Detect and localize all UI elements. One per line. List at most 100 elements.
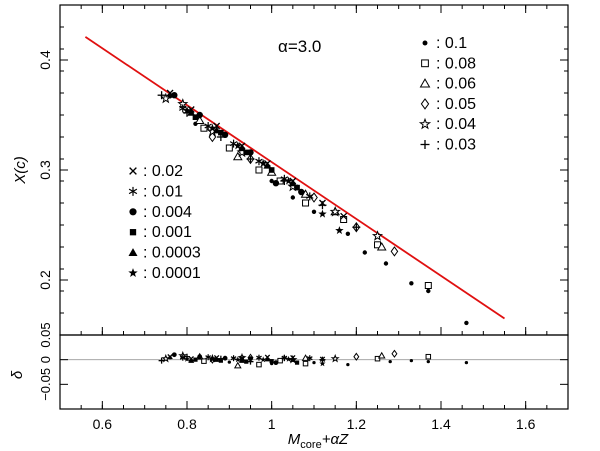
data-point-0_0003-1 bbox=[212, 126, 221, 134]
data-point-0_03-3 bbox=[246, 155, 255, 163]
residual-point-9-1 bbox=[218, 358, 223, 363]
legend-left-label-2: : 0.004 bbox=[143, 204, 192, 221]
residual-point-2-1 bbox=[233, 361, 242, 369]
y-tick-label-bottom-2: −0.05 bbox=[38, 368, 53, 401]
residual-point-11-1 bbox=[209, 355, 216, 362]
residual-point-0-6 bbox=[409, 359, 414, 363]
y-tick-label-top-1: 0.3 bbox=[37, 160, 53, 180]
alpha-annotation: α=3.0 bbox=[278, 37, 321, 56]
legend-left-label-1: : 0.01 bbox=[143, 183, 183, 200]
data-point-0_0003-4 bbox=[288, 179, 297, 187]
residual-point-0-1 bbox=[227, 360, 231, 364]
residual-point-0-4 bbox=[346, 362, 350, 367]
residual-point-1-0 bbox=[201, 358, 207, 364]
y-tick-label-bottom-0: 0.05 bbox=[38, 322, 53, 347]
residual-point-10-1 bbox=[213, 356, 220, 362]
data-point-0_0001-6 bbox=[335, 226, 344, 235]
legend-right-marker-4 bbox=[418, 117, 432, 130]
residual-point-7-0 bbox=[179, 354, 186, 361]
data-point-0_08-0 bbox=[200, 124, 208, 132]
data-point-0_004-4 bbox=[272, 180, 280, 187]
data-point-0_04-6 bbox=[371, 230, 384, 241]
legend-right-label-1: : 0.08 bbox=[436, 55, 476, 72]
residual-point-7-4 bbox=[281, 354, 288, 361]
legend-left-marker-3 bbox=[129, 229, 137, 236]
data-point-0_08-4 bbox=[302, 199, 310, 207]
legend-right-label-2: : 0.06 bbox=[436, 76, 476, 93]
x-tick-label-0: 0.6 bbox=[93, 416, 113, 432]
y-axis-label-bottom: δ bbox=[9, 370, 26, 379]
residual-point-1-2 bbox=[277, 357, 283, 364]
data-point-0_001-1 bbox=[218, 129, 224, 136]
legend-right-label-0: : 0.1 bbox=[436, 35, 467, 52]
x-axis-label-main: M bbox=[288, 431, 301, 448]
data-point-0_02-7 bbox=[340, 212, 348, 220]
data-point-0_0003-2 bbox=[238, 144, 247, 151]
data-point-0_0003-3 bbox=[263, 161, 272, 169]
data-point-0_02-6 bbox=[319, 199, 326, 207]
residual-point-11-5 bbox=[319, 360, 326, 367]
residual-point-8-1 bbox=[197, 354, 203, 360]
data-point-0_001-3 bbox=[268, 167, 275, 173]
legend-left-marker-4 bbox=[128, 248, 138, 256]
y-tick-label-bottom-1: 0 bbox=[38, 356, 53, 363]
residual-point-1-1 bbox=[256, 361, 262, 368]
x-axis-label-sub: core bbox=[300, 439, 321, 451]
y-tick-label-top-0: 0.2 bbox=[37, 270, 53, 290]
data-point-0_08-7 bbox=[424, 282, 432, 289]
residual-point-3-3 bbox=[391, 349, 398, 358]
data-point-0_08-1 bbox=[225, 144, 233, 152]
y-tick-label-top-2: 0.4 bbox=[37, 50, 53, 70]
data-point-0_04-5 bbox=[329, 205, 341, 217]
residual-point-0-7 bbox=[426, 359, 430, 364]
residual-point-0-8 bbox=[464, 360, 469, 365]
legend-left-marker-5 bbox=[128, 268, 138, 277]
residual-point-1-3 bbox=[302, 360, 309, 367]
residual-point-1-5 bbox=[425, 353, 432, 360]
data-point-0_001-4 bbox=[294, 184, 300, 191]
data-point-0_0001-0 bbox=[182, 106, 192, 115]
residual-point-9-0 bbox=[193, 357, 198, 362]
legend-right-label-4: : 0.04 bbox=[436, 116, 476, 133]
legend-left-label-3: : 0.001 bbox=[143, 224, 192, 241]
residual-point-7-1 bbox=[205, 354, 212, 361]
residual-point-5-0 bbox=[158, 357, 165, 364]
legend-left-label-5: : 0.0001 bbox=[143, 265, 201, 282]
data-point-0_1-4 bbox=[269, 178, 274, 184]
data-point-0_1-12 bbox=[464, 320, 469, 326]
bottom-panel-frame bbox=[59, 334, 569, 410]
data-point-0_0001-4 bbox=[284, 176, 293, 185]
legend-right-label-3: : 0.05 bbox=[436, 96, 476, 113]
data-point-0_0001-1 bbox=[208, 123, 217, 132]
data-point-0_001-2 bbox=[243, 149, 250, 156]
x-tick-label-3: 1.2 bbox=[347, 416, 367, 432]
legend-left-marker-1 bbox=[128, 186, 138, 196]
data-point-0_001-0 bbox=[192, 114, 199, 120]
residual-point-11-3 bbox=[260, 356, 267, 363]
residual-point-7-5 bbox=[306, 355, 313, 362]
legend-right-marker-2 bbox=[419, 78, 431, 88]
legend-right-marker-5 bbox=[420, 140, 430, 149]
data-point-0_03-0 bbox=[157, 91, 166, 100]
residual-point-0-5 bbox=[388, 359, 392, 364]
y-axis-label-top: X(c) bbox=[12, 156, 29, 185]
x-axis-label: Mcore+αZ bbox=[288, 431, 349, 451]
residual-point-0-3 bbox=[312, 360, 316, 365]
legend-left-label-0: : 0.02 bbox=[143, 163, 183, 180]
plot-layer: 0.6 0.8 1 1.2 1.4 1.6 0.2 0.3 0.4 0.05 0 −0.05: 0.1… bbox=[37, 4, 569, 432]
data-point-0_01-3 bbox=[255, 157, 263, 166]
residual-point-8-0 bbox=[171, 352, 177, 358]
legend-right-marker-3 bbox=[420, 98, 430, 110]
residual-point-9-3 bbox=[269, 359, 274, 364]
x-tick-label-4: 1.4 bbox=[431, 416, 451, 432]
data-point-0_0001-3 bbox=[259, 159, 268, 167]
residual-point-9-2 bbox=[244, 359, 249, 364]
x-axis-label-rest: +αZ bbox=[322, 431, 349, 448]
residual-point-11-4 bbox=[285, 355, 292, 362]
residual-point-10-2 bbox=[239, 357, 246, 363]
residual-point-8-4 bbox=[273, 360, 279, 366]
legend-left-marker-0 bbox=[129, 167, 137, 175]
fit-line bbox=[84, 36, 506, 320]
data-point-0_004-0 bbox=[171, 92, 178, 99]
data-point-0_03-6 bbox=[352, 223, 361, 232]
